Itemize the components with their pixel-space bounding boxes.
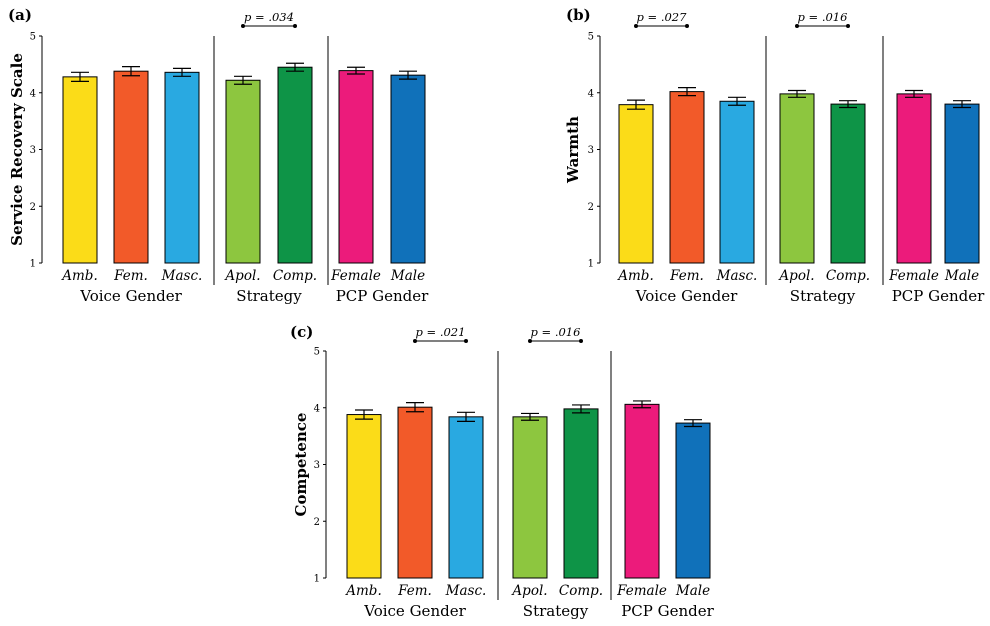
significance-dot: [634, 24, 638, 28]
x-tick-label: Comp.: [273, 268, 317, 284]
bar: [512, 416, 548, 579]
bar: [164, 71, 200, 264]
group-label: PCP Gender: [336, 287, 429, 305]
panel-label: (a): [8, 6, 32, 24]
chart-panel-c: (c) 1 2 3 4 5 Competence Amb. Fem. Masc. Voice Gen…: [290, 323, 715, 620]
bar: [390, 74, 426, 264]
bar: [944, 103, 980, 264]
significance-dot: [795, 24, 799, 28]
y-tick-label: 1: [30, 259, 36, 270]
significance-dot: [685, 24, 689, 28]
bar: [719, 100, 755, 264]
x-tick-label: Female: [330, 268, 381, 284]
x-tick-label: Apol.: [777, 268, 814, 284]
x-tick-label: Masc.: [716, 268, 758, 284]
group-label: PCP Gender: [892, 287, 985, 305]
bar: [563, 408, 599, 579]
chart-panel-a: (a) 1 2 3 4 5 Service Recovery Scale Amb. Fem. Ma…: [8, 6, 429, 305]
y-tick-label: 4: [30, 88, 36, 99]
y-tick-label: 1: [588, 259, 594, 270]
group-label: Strategy: [790, 287, 856, 305]
y-tick-label: 2: [30, 202, 36, 213]
chart-panel-b: (b) 1 2 3 4 5 Warmth Amb. Fem. Masc. Voice Gender A…: [564, 6, 985, 305]
group-label: Voice Gender: [635, 287, 738, 305]
y-tick-label: 3: [30, 145, 36, 156]
x-tick-label: Apol.: [223, 268, 260, 284]
bar: [397, 406, 433, 579]
x-tick-label: Fem.: [669, 268, 704, 284]
y-tick-label: 3: [314, 460, 320, 471]
significance-label: p = .016: [531, 325, 581, 339]
bar: [113, 70, 149, 264]
x-tick-label: Male: [944, 268, 979, 284]
x-tick-label: Apol.: [510, 583, 547, 599]
bar: [830, 103, 866, 264]
y-axis-title: Competence: [292, 413, 310, 517]
x-tick-label: Amb.: [60, 268, 97, 284]
bar: [896, 93, 932, 264]
significance-label: p = .021: [416, 325, 466, 339]
significance-dot: [579, 339, 583, 343]
significance-label: p = .034: [244, 10, 294, 24]
y-tick-label: 3: [588, 145, 594, 156]
x-tick-label: Amb.: [344, 583, 381, 599]
significance-label: p = .027: [637, 10, 688, 24]
bar: [624, 403, 660, 579]
bar: [225, 79, 261, 264]
group-label: Voice Gender: [79, 287, 182, 305]
bar: [669, 91, 705, 264]
y-tick-label: 5: [314, 347, 320, 358]
x-tick-label: Comp.: [826, 268, 870, 284]
y-tick-label: 4: [588, 88, 594, 99]
panel-label: (b): [566, 6, 591, 24]
bar: [448, 416, 484, 579]
group-label: PCP Gender: [621, 602, 714, 620]
x-tick-label: Fem.: [113, 268, 148, 284]
y-tick-label: 1: [314, 574, 320, 585]
x-tick-label: Masc.: [161, 268, 203, 284]
y-tick-label: 4: [314, 403, 320, 414]
x-tick-label: Comp.: [559, 583, 603, 599]
bar: [618, 104, 654, 264]
group-label: Strategy: [523, 602, 589, 620]
significance-dot: [293, 24, 297, 28]
x-tick-label: Female: [888, 268, 939, 284]
significance-dot: [464, 339, 468, 343]
bar: [346, 414, 382, 579]
bar: [277, 66, 313, 264]
y-axis-title: Service Recovery Scale: [8, 53, 26, 246]
y-axis-title: Warmth: [564, 116, 582, 184]
x-tick-label: Male: [390, 268, 425, 284]
group-label: Voice Gender: [363, 602, 466, 620]
y-tick-label: 2: [588, 202, 594, 213]
x-tick-label: Female: [616, 583, 667, 599]
significance-dot: [846, 24, 850, 28]
significance-label: p = .016: [798, 10, 848, 24]
y-tick-label: 2: [314, 517, 320, 528]
bar: [779, 93, 815, 264]
bar: [338, 70, 374, 264]
x-tick-label: Male: [675, 583, 710, 599]
y-tick-label: 5: [30, 32, 36, 43]
panel-label: (c): [290, 323, 313, 341]
x-tick-label: Amb.: [616, 268, 653, 284]
bar: [62, 76, 98, 264]
significance-dot: [413, 339, 417, 343]
significance-dot: [528, 339, 532, 343]
y-tick-label: 5: [588, 32, 594, 43]
significance-dot: [241, 24, 245, 28]
group-label: Strategy: [236, 287, 302, 305]
x-tick-label: Fem.: [397, 583, 432, 599]
bar: [675, 422, 711, 579]
x-tick-label: Masc.: [445, 583, 487, 599]
